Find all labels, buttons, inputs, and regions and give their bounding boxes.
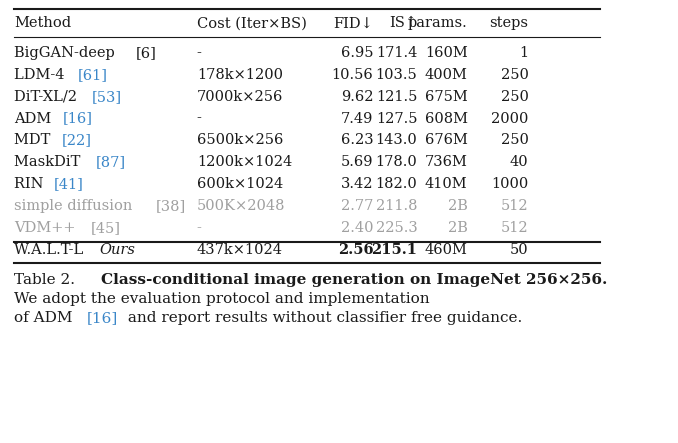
Text: 250: 250 bbox=[500, 90, 529, 104]
Text: 10.56: 10.56 bbox=[332, 68, 374, 82]
Text: 2B: 2B bbox=[447, 199, 468, 213]
Text: of ADM: of ADM bbox=[14, 311, 77, 325]
Text: 676M: 676M bbox=[424, 133, 468, 148]
Text: RIN: RIN bbox=[14, 177, 48, 191]
Text: and report results without classifier free guidance.: and report results without classifier fr… bbox=[123, 311, 523, 325]
Text: 215.1: 215.1 bbox=[372, 243, 418, 257]
Text: Cost (Iter×BS): Cost (Iter×BS) bbox=[197, 16, 306, 30]
Text: W.A.L.T-L: W.A.L.T-L bbox=[14, 243, 88, 257]
Text: 437k×1024: 437k×1024 bbox=[197, 243, 283, 257]
Text: steps: steps bbox=[490, 16, 529, 30]
Text: 1: 1 bbox=[519, 46, 529, 60]
Text: 5.69: 5.69 bbox=[341, 155, 374, 169]
Text: 410M: 410M bbox=[425, 177, 468, 191]
Text: FID↓: FID↓ bbox=[334, 16, 374, 30]
Text: simple diffusion: simple diffusion bbox=[14, 199, 137, 213]
Text: MaskDiT: MaskDiT bbox=[14, 155, 85, 169]
Text: 608M: 608M bbox=[424, 112, 468, 126]
Text: 127.5: 127.5 bbox=[376, 112, 418, 126]
Text: 171.4: 171.4 bbox=[376, 46, 418, 60]
Text: 143.0: 143.0 bbox=[376, 133, 418, 148]
Text: [61]: [61] bbox=[78, 68, 108, 82]
Text: 2000: 2000 bbox=[491, 112, 529, 126]
Text: LDM-4: LDM-4 bbox=[14, 68, 69, 82]
Text: ADM: ADM bbox=[14, 112, 56, 126]
Text: [16]: [16] bbox=[62, 112, 92, 126]
Text: 736M: 736M bbox=[424, 155, 468, 169]
Text: 160M: 160M bbox=[425, 46, 468, 60]
Text: Method: Method bbox=[14, 16, 71, 30]
Text: 500K×2048: 500K×2048 bbox=[197, 199, 285, 213]
Text: 3.42: 3.42 bbox=[341, 177, 374, 191]
Text: [41]: [41] bbox=[54, 177, 83, 191]
Text: Table 2.: Table 2. bbox=[14, 273, 89, 288]
Text: IS↑: IS↑ bbox=[389, 16, 418, 30]
Text: [6]: [6] bbox=[136, 46, 157, 60]
Text: 178.0: 178.0 bbox=[376, 155, 418, 169]
Text: Ours: Ours bbox=[100, 243, 136, 257]
Text: 250: 250 bbox=[500, 133, 529, 148]
Text: -: - bbox=[197, 112, 201, 126]
Text: DiT-XL/2: DiT-XL/2 bbox=[14, 90, 81, 104]
Text: [53]: [53] bbox=[92, 90, 122, 104]
Text: 2B: 2B bbox=[447, 221, 468, 235]
Text: params.: params. bbox=[407, 16, 468, 30]
Text: 675M: 675M bbox=[425, 90, 468, 104]
Text: Class-conditional image generation on ImageNet 256×256.: Class-conditional image generation on Im… bbox=[102, 273, 607, 288]
Text: [45]: [45] bbox=[90, 221, 121, 235]
Text: 2.77: 2.77 bbox=[341, 199, 374, 213]
Text: MDT: MDT bbox=[14, 133, 55, 148]
Text: 50: 50 bbox=[510, 243, 529, 257]
Text: 1200k×1024: 1200k×1024 bbox=[197, 155, 292, 169]
Text: 512: 512 bbox=[501, 199, 529, 213]
Text: 211.8: 211.8 bbox=[376, 199, 418, 213]
Text: 7.49: 7.49 bbox=[341, 112, 374, 126]
Text: 460M: 460M bbox=[424, 243, 468, 257]
Text: 182.0: 182.0 bbox=[376, 177, 418, 191]
Text: [22]: [22] bbox=[62, 133, 92, 148]
Text: BigGAN-deep: BigGAN-deep bbox=[14, 46, 119, 60]
Text: 6.23: 6.23 bbox=[341, 133, 374, 148]
Text: -: - bbox=[197, 221, 201, 235]
Text: 103.5: 103.5 bbox=[376, 68, 418, 82]
Text: [87]: [87] bbox=[96, 155, 126, 169]
Text: [38]: [38] bbox=[156, 199, 186, 213]
Text: 178k×1200: 178k×1200 bbox=[197, 68, 283, 82]
Text: 9.62: 9.62 bbox=[341, 90, 374, 104]
Text: 400M: 400M bbox=[424, 68, 468, 82]
Text: 1000: 1000 bbox=[492, 177, 529, 191]
Text: 250: 250 bbox=[500, 68, 529, 82]
Text: We adopt the evaluation protocol and implementation: We adopt the evaluation protocol and imp… bbox=[14, 292, 430, 306]
Text: VDM++: VDM++ bbox=[14, 221, 80, 235]
Text: -: - bbox=[197, 46, 201, 60]
Text: 225.3: 225.3 bbox=[376, 221, 418, 235]
Text: 2.40: 2.40 bbox=[341, 221, 374, 235]
Text: 512: 512 bbox=[501, 221, 529, 235]
Text: [16]: [16] bbox=[87, 311, 119, 325]
Text: 2.56: 2.56 bbox=[338, 243, 374, 257]
Text: 40: 40 bbox=[510, 155, 529, 169]
Text: 121.5: 121.5 bbox=[376, 90, 418, 104]
Text: 600k×1024: 600k×1024 bbox=[197, 177, 283, 191]
Text: 6500k×256: 6500k×256 bbox=[197, 133, 283, 148]
Text: 7000k×256: 7000k×256 bbox=[197, 90, 283, 104]
Text: 6.95: 6.95 bbox=[341, 46, 374, 60]
